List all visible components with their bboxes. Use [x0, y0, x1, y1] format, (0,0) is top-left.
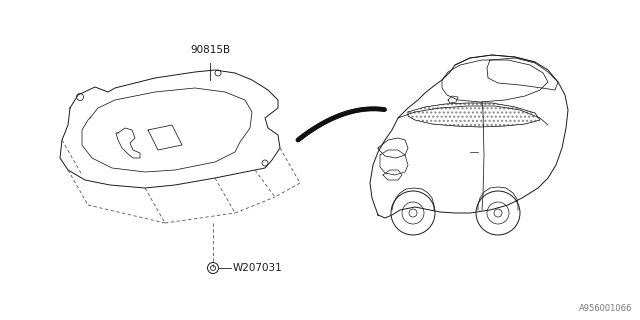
Text: W207031: W207031	[233, 263, 283, 273]
Text: 90815B: 90815B	[190, 45, 230, 55]
Text: A956001066: A956001066	[579, 304, 632, 313]
